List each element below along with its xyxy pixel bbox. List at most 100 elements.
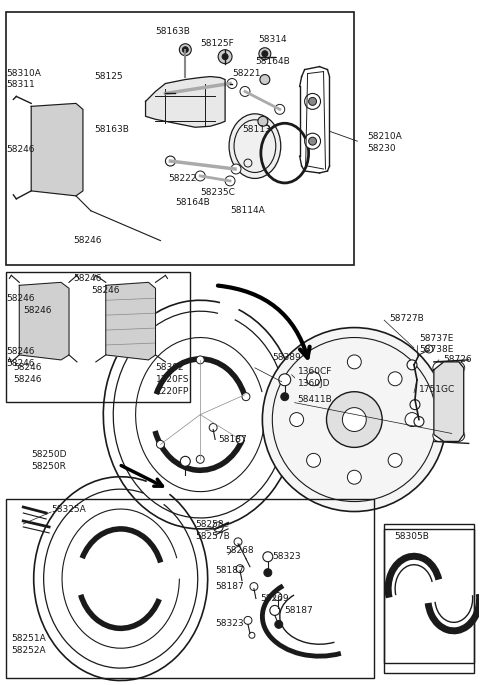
Circle shape — [309, 137, 316, 145]
Text: 58125F: 58125F — [200, 39, 234, 48]
Circle shape — [305, 93, 321, 110]
Text: 58246: 58246 — [91, 286, 120, 295]
Circle shape — [307, 372, 321, 386]
Text: 58246: 58246 — [6, 360, 35, 369]
Text: 58737E: 58737E — [419, 334, 453, 342]
Circle shape — [274, 593, 282, 601]
Text: 58187: 58187 — [215, 566, 244, 575]
Circle shape — [405, 412, 419, 427]
Circle shape — [275, 621, 283, 628]
Text: 58246: 58246 — [73, 274, 101, 283]
Text: 1360JD: 1360JD — [298, 379, 330, 388]
Bar — [384, 529, 474, 673]
Text: 1751GC: 1751GC — [419, 385, 455, 395]
Text: 58246: 58246 — [13, 375, 42, 384]
Bar — [384, 524, 474, 663]
Circle shape — [195, 171, 205, 181]
Text: 58310A: 58310A — [6, 69, 41, 78]
Circle shape — [279, 374, 291, 386]
Text: 1360CF: 1360CF — [298, 367, 332, 376]
Circle shape — [227, 79, 237, 88]
Text: 58230: 58230 — [367, 144, 396, 153]
Circle shape — [453, 429, 465, 441]
Bar — [445, 375, 452, 429]
Text: 58314: 58314 — [258, 35, 287, 45]
Ellipse shape — [229, 114, 281, 179]
Polygon shape — [434, 362, 464, 441]
Circle shape — [231, 164, 241, 174]
Text: 58163B: 58163B — [94, 125, 129, 134]
Text: 58250R: 58250R — [31, 462, 66, 471]
Circle shape — [240, 86, 250, 97]
Text: 58210A: 58210A — [367, 132, 402, 140]
Circle shape — [180, 44, 192, 55]
Circle shape — [407, 360, 417, 370]
Text: 1220FS: 1220FS — [156, 375, 189, 384]
Text: 58246: 58246 — [6, 145, 35, 153]
Circle shape — [260, 75, 270, 84]
Text: 58246: 58246 — [73, 236, 101, 245]
Text: 58726: 58726 — [443, 356, 471, 364]
Text: 58222: 58222 — [168, 175, 197, 184]
Text: 58311: 58311 — [6, 80, 35, 89]
Circle shape — [270, 606, 280, 615]
Text: 58389: 58389 — [272, 353, 300, 362]
Bar — [6, 273, 190, 401]
Circle shape — [249, 632, 255, 638]
Circle shape — [225, 176, 235, 186]
Text: 58235C: 58235C — [200, 188, 235, 197]
Text: 58125: 58125 — [94, 72, 122, 81]
Text: 58221: 58221 — [232, 69, 261, 78]
Text: 1220FP: 1220FP — [156, 387, 189, 396]
Text: 58187: 58187 — [218, 435, 247, 444]
Text: 58113: 58113 — [242, 125, 271, 134]
Text: 58164B: 58164B — [255, 57, 289, 66]
Circle shape — [348, 471, 361, 484]
Text: 58252A: 58252A — [12, 646, 46, 655]
Circle shape — [196, 456, 204, 463]
Text: 58187: 58187 — [215, 582, 244, 591]
Circle shape — [388, 372, 402, 386]
Circle shape — [213, 522, 223, 532]
Circle shape — [160, 88, 170, 99]
Ellipse shape — [263, 327, 446, 512]
Polygon shape — [145, 77, 225, 127]
Circle shape — [307, 453, 321, 467]
Circle shape — [281, 393, 288, 401]
Text: 58258: 58258 — [195, 521, 224, 530]
Text: 58257B: 58257B — [195, 532, 230, 541]
Circle shape — [244, 616, 252, 624]
Text: 58323: 58323 — [272, 552, 300, 561]
Text: 58411B: 58411B — [298, 395, 333, 404]
Circle shape — [234, 538, 242, 546]
Text: 58305B: 58305B — [394, 532, 429, 541]
Circle shape — [196, 356, 204, 364]
Text: 58269: 58269 — [260, 594, 288, 603]
Bar — [436, 375, 443, 429]
Circle shape — [182, 47, 188, 53]
Text: 58246: 58246 — [13, 363, 42, 373]
Text: 58268: 58268 — [225, 547, 254, 556]
Circle shape — [209, 423, 217, 432]
Circle shape — [414, 416, 424, 427]
Circle shape — [262, 51, 268, 57]
Circle shape — [218, 50, 232, 64]
Text: 58187: 58187 — [285, 606, 313, 615]
Polygon shape — [106, 282, 156, 360]
Text: 58246: 58246 — [6, 294, 35, 303]
Bar — [6, 499, 374, 678]
Circle shape — [433, 429, 445, 441]
Text: 58302: 58302 — [156, 363, 184, 373]
Circle shape — [236, 564, 244, 573]
Bar — [6, 12, 354, 266]
Text: 58163B: 58163B — [156, 27, 191, 36]
Circle shape — [309, 97, 316, 105]
Circle shape — [156, 440, 165, 449]
Circle shape — [410, 399, 420, 410]
Circle shape — [348, 355, 361, 369]
Circle shape — [166, 156, 175, 166]
Text: 58738E: 58738E — [419, 345, 453, 354]
Text: 58246: 58246 — [23, 306, 52, 314]
Text: 58250D: 58250D — [31, 450, 67, 459]
Circle shape — [453, 362, 465, 374]
